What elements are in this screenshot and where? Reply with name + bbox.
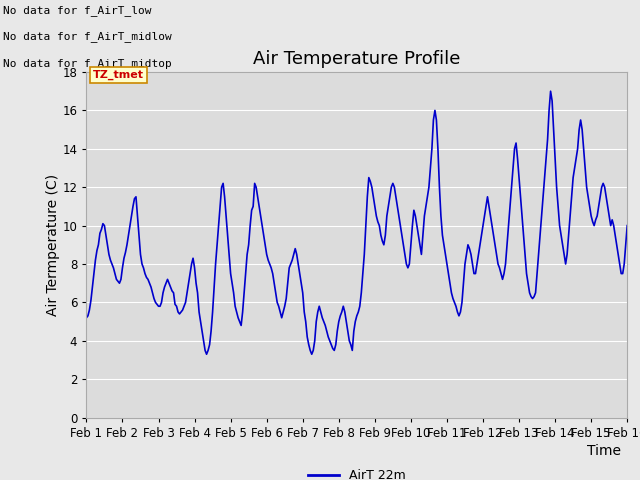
Text: TZ_tmet: TZ_tmet: [93, 70, 144, 80]
Legend: AirT 22m: AirT 22m: [303, 464, 411, 480]
Text: No data for f_AirT_low: No data for f_AirT_low: [3, 5, 152, 16]
Text: No data for f_AirT_midlow: No data for f_AirT_midlow: [3, 31, 172, 42]
Y-axis label: Air Termperature (C): Air Termperature (C): [45, 174, 60, 316]
Title: Air Temperature Profile: Air Temperature Profile: [253, 49, 461, 68]
Text: No data for f_AirT_midtop: No data for f_AirT_midtop: [3, 58, 172, 69]
Text: Time: Time: [587, 444, 621, 458]
